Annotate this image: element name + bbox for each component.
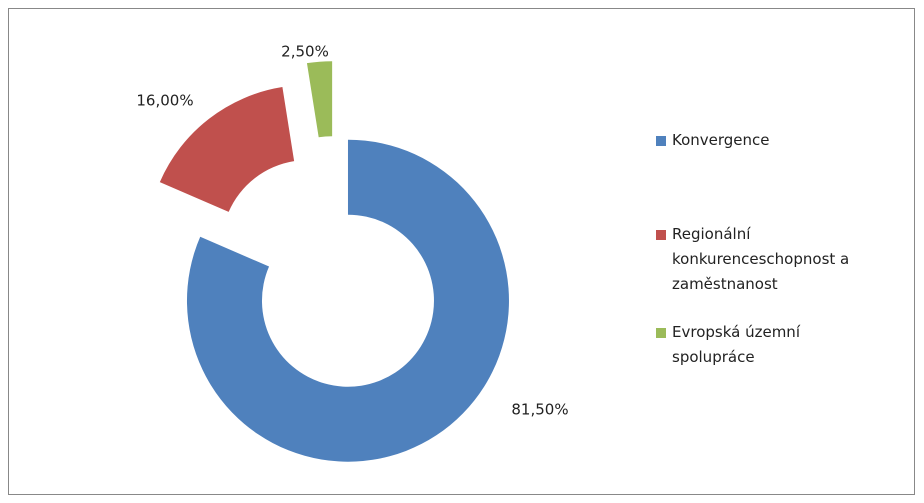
legend-swatch (656, 328, 666, 338)
donut-segment (159, 87, 295, 212)
donut-segment (186, 139, 509, 462)
legend-item: Evropská územní spolupráce (656, 320, 856, 370)
legend-label: Regionální konkurenceschopnost a zaměstn… (672, 225, 850, 293)
legend-swatch (656, 136, 666, 146)
legend-label: Konvergence (672, 131, 770, 149)
legend-item: Konvergence (656, 128, 856, 153)
legend-swatch (656, 230, 666, 240)
legend-item: Regionální konkurenceschopnost a zaměstn… (656, 222, 856, 297)
data-label: 81,50% (511, 401, 568, 419)
donut-segment (306, 61, 333, 138)
legend-label: Evropská územní spolupráce (672, 323, 800, 366)
data-label: 16,00% (136, 92, 193, 110)
data-label: 2,50% (281, 43, 329, 61)
